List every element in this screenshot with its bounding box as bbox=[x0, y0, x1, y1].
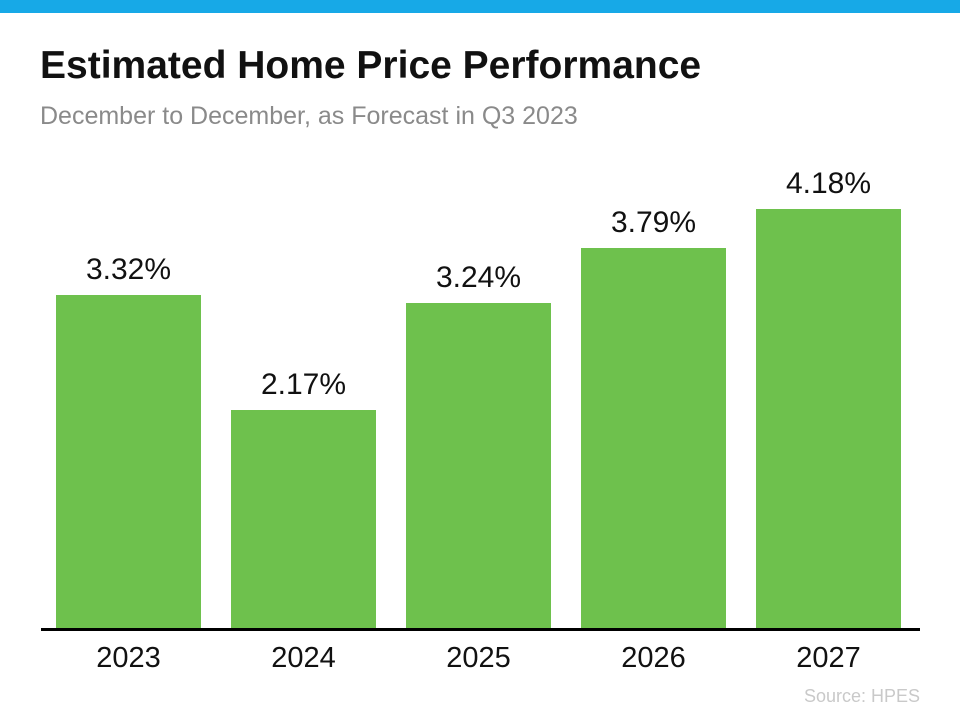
x-tick-label-2026: 2026 bbox=[621, 642, 686, 674]
bar-value-label-2025: 3.24% bbox=[435, 261, 522, 294]
accent-top-bar bbox=[0, 0, 960, 13]
x-tick-label-2024: 2024 bbox=[271, 642, 336, 674]
bar-value-label-2023: 3.32% bbox=[85, 253, 172, 286]
bar-2026 bbox=[581, 248, 726, 628]
x-axis-line bbox=[41, 628, 920, 631]
chart-title: Estimated Home Price Performance bbox=[40, 44, 702, 87]
bar-value-label-2024: 2.17% bbox=[260, 368, 347, 401]
bar-2024 bbox=[231, 410, 376, 628]
bar-value-label-2027: 4.18% bbox=[785, 167, 872, 200]
bar-value-label-2026: 3.79% bbox=[610, 206, 697, 239]
bar-column-2025: 3.24% bbox=[406, 261, 551, 628]
bar-column-2023: 3.32% bbox=[56, 253, 201, 628]
bar-column-2026: 3.79% bbox=[581, 206, 726, 628]
x-tick-label-2025: 2025 bbox=[446, 642, 511, 674]
chart-subtitle: December to December, as Forecast in Q3 … bbox=[40, 102, 578, 130]
bar-2023 bbox=[56, 295, 201, 628]
source-attribution: Source: HPES bbox=[803, 686, 920, 706]
bar-column-2027: 4.18% bbox=[756, 167, 901, 628]
x-tick-label-2023: 2023 bbox=[96, 642, 161, 674]
x-tick-label-2027: 2027 bbox=[796, 642, 861, 674]
bar-2025 bbox=[406, 303, 551, 628]
bar-column-2024: 2.17% bbox=[231, 368, 376, 628]
bar-2027 bbox=[756, 209, 901, 628]
